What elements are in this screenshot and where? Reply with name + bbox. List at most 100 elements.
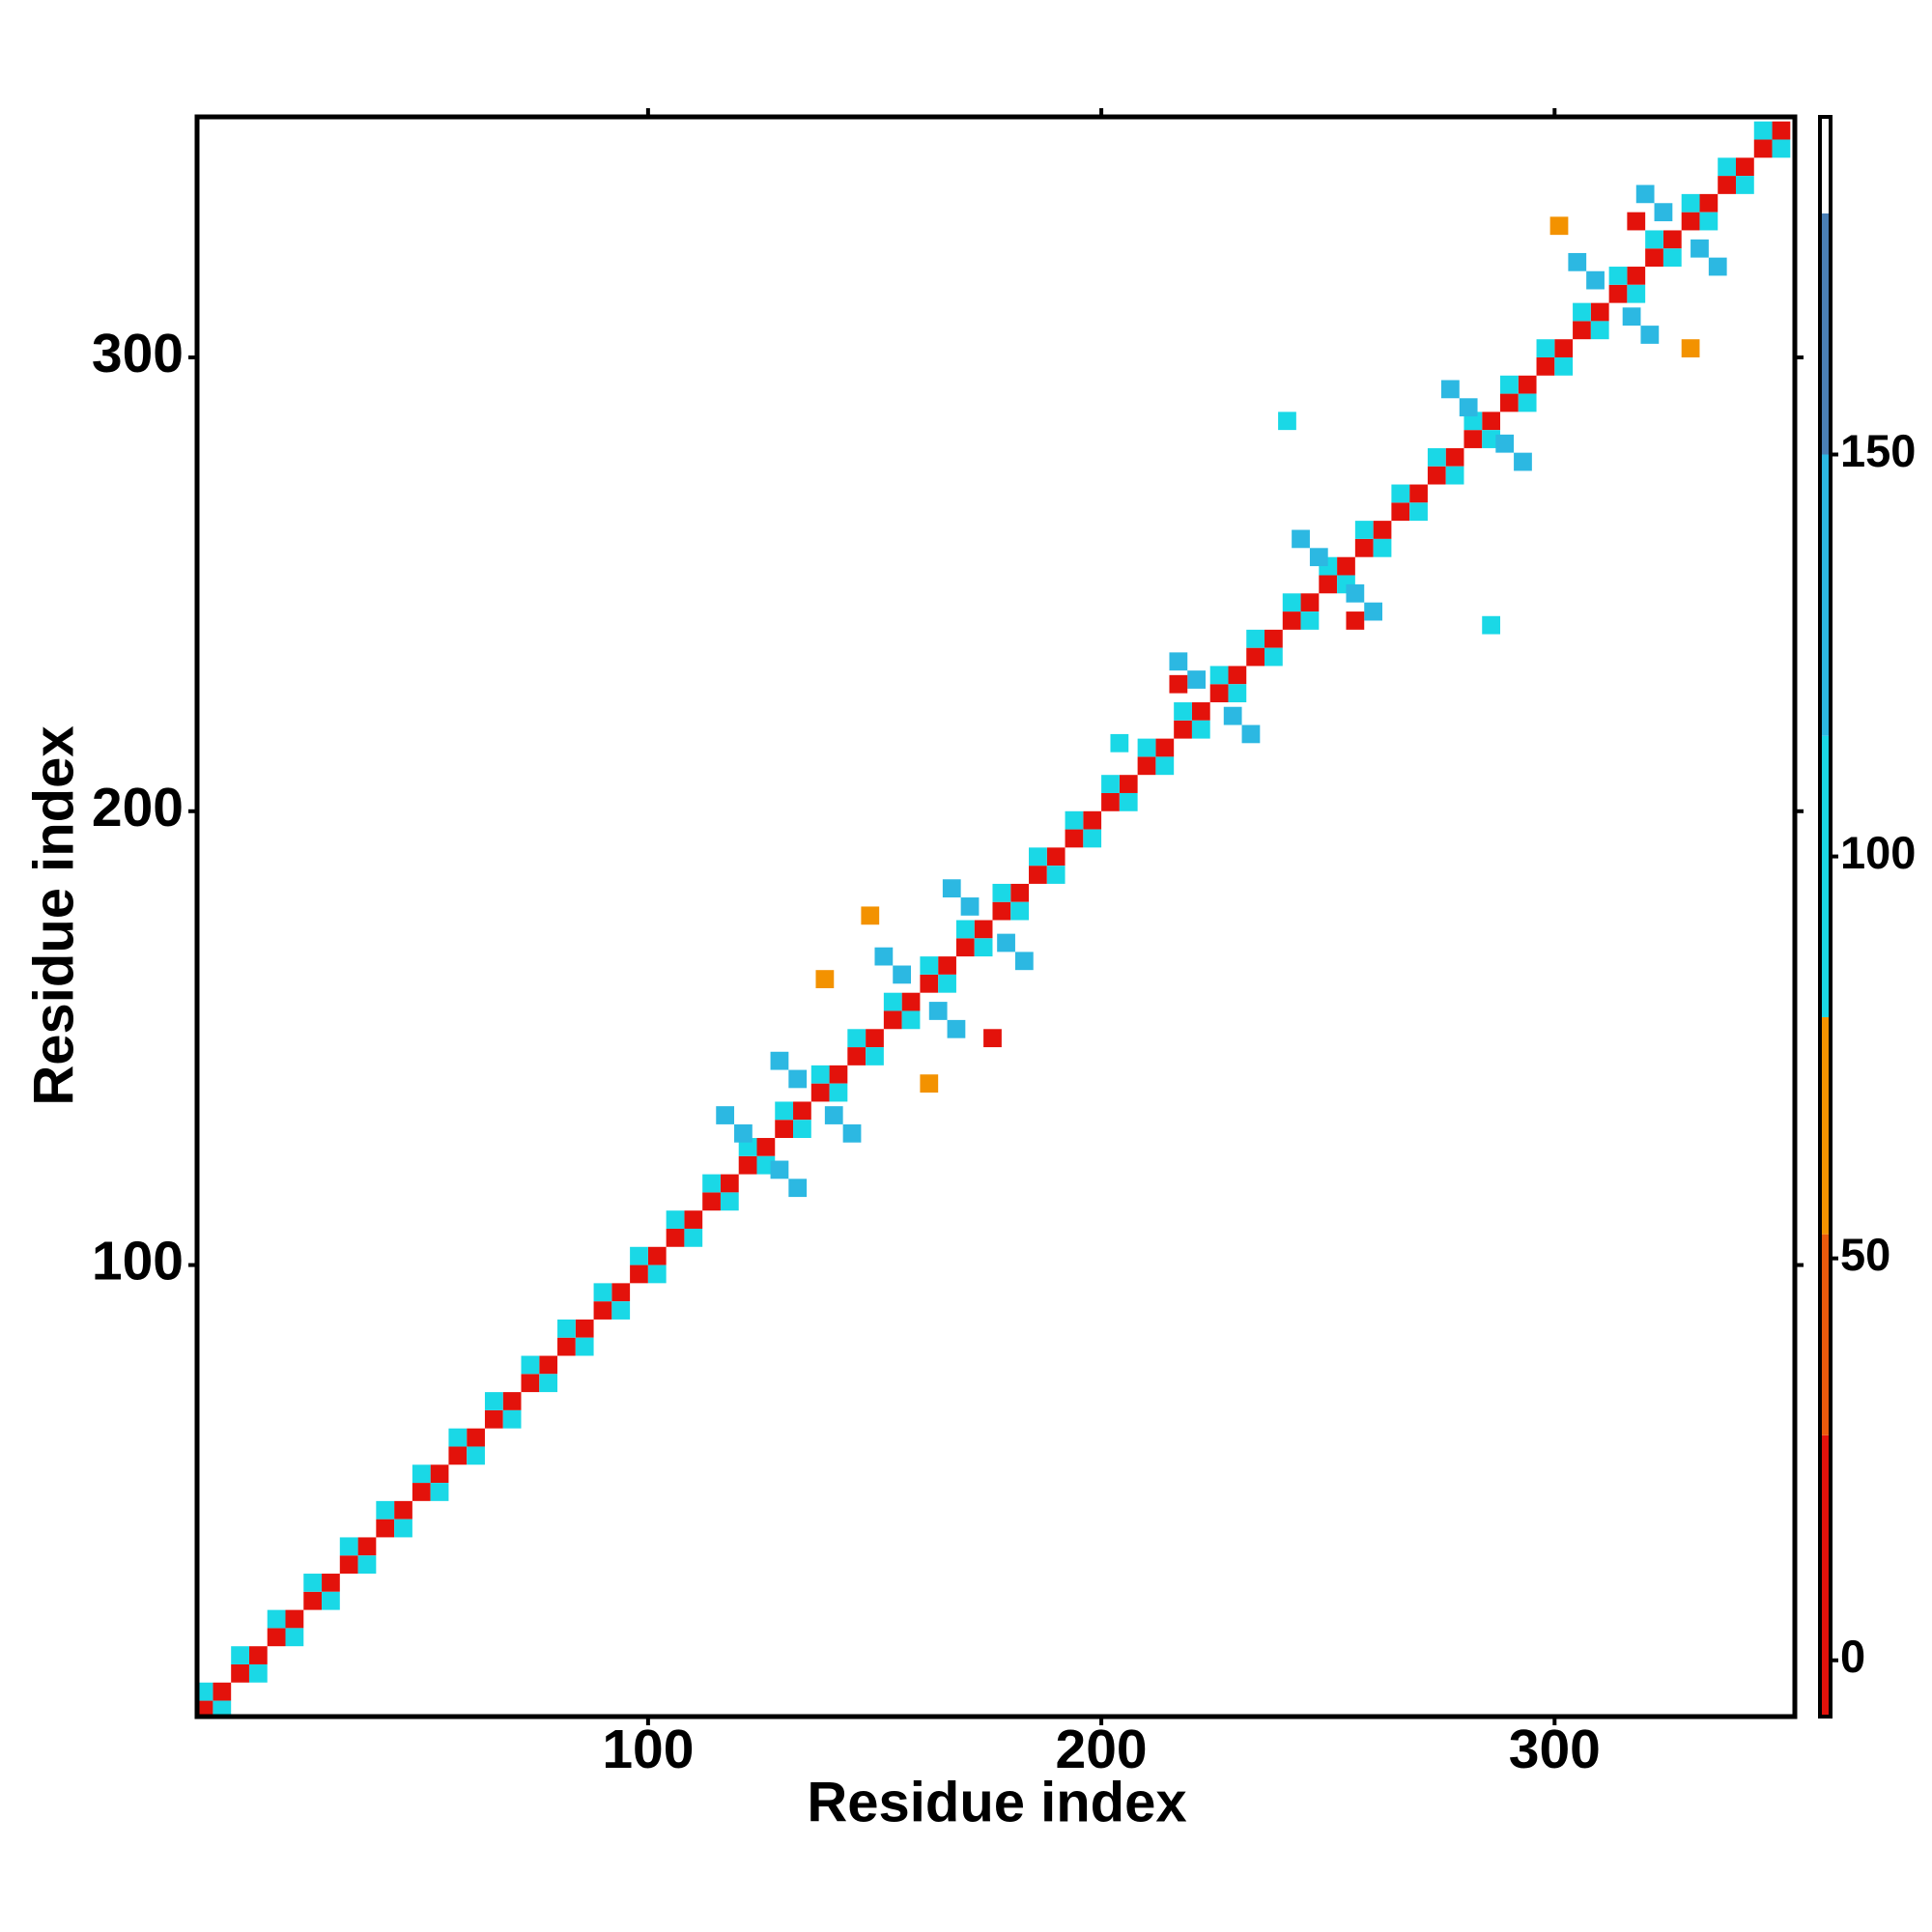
heatmap-cell [1536,339,1555,357]
heatmap-cell [756,1138,776,1156]
heatmap-cell [1010,901,1030,921]
heatmap-cell [1772,139,1791,158]
heatmap-cell [1573,302,1591,322]
heatmap-cell [702,1174,721,1193]
heatmap-cell [1699,193,1719,213]
heatmap-cell [666,1228,685,1247]
heatmap-cell [1391,502,1410,522]
heatmap-cell [788,1179,808,1198]
heatmap-cell [1514,452,1532,471]
heatmap-cell [893,965,912,984]
heatmap-cell [770,1160,789,1179]
heatmap-cell [1264,647,1283,667]
heatmap-cell [992,883,1011,902]
heatmap-cell [1662,230,1682,249]
heatmap-cell [1640,326,1660,344]
colorbar-segment [1820,454,1831,736]
colorbar-segment [1820,735,1831,1018]
heatmap-cell [1518,375,1537,394]
heatmap-cell [1445,447,1464,467]
heatmap-cell [861,906,880,925]
heatmap-cell [829,1065,848,1084]
heatmap-cell [647,1264,667,1284]
colorbar-segment [1820,117,1831,213]
heatmap-cell [1282,593,1301,612]
heatmap-cell [1608,284,1628,303]
heatmap-cell [1228,684,1247,703]
heatmap-cell [1536,356,1555,376]
heatmap-cell [267,1609,286,1629]
heatmap-cell [1169,652,1188,671]
y-axis-title: Residue index [22,725,85,1105]
heatmap-cell [267,1628,286,1647]
colorbar-segment [1820,1017,1831,1235]
heatmap-cell [285,1609,304,1629]
heatmap-cell [738,1155,757,1175]
heatmap-cell [1753,121,1773,140]
heatmap-cell [521,1355,540,1375]
heatmap-cell [1228,666,1247,685]
heatmap-cell [357,1555,377,1575]
heatmap-cell [1718,157,1737,177]
heatmap-cell [938,974,956,993]
heatmap-cell [1119,792,1138,811]
heatmap-cell [1654,203,1673,222]
heatmap-cell [484,1392,503,1410]
heatmap-cell [847,1029,867,1048]
heatmap-cell [770,1051,789,1070]
heatmap-cell [448,1446,468,1465]
heatmap-cell [824,1106,843,1124]
heatmap-cell [1209,684,1229,703]
heatmap-cell [430,1483,449,1501]
heatmap-cell [611,1301,631,1320]
heatmap-cell [1354,538,1374,557]
heatmap-cell [1622,307,1641,327]
heatmap-cell [815,970,835,988]
colorbar-tick-label: 100 [1840,827,1916,878]
heatmap-cell [1187,670,1207,689]
heatmap-cell [666,1210,685,1229]
heatmap-cell [788,1069,808,1089]
colorbar-tick-label: 150 [1840,425,1916,476]
heatmap-cell [960,897,980,916]
heatmap-cell [793,1101,811,1121]
heatmap-cell [1586,270,1605,290]
heatmap-cell [575,1319,594,1338]
y-tick-label: 300 [92,323,184,384]
heatmap-cell [1246,647,1265,667]
heatmap-cell [775,1120,794,1139]
colorbar-segment [1820,1234,1831,1435]
heatmap-cell [539,1355,558,1375]
heatmap-cell [992,901,1011,921]
heatmap-cell [1662,248,1682,268]
heatmap-cell [883,992,902,1011]
heatmap-cell [467,1428,485,1447]
heatmap-cell [213,1682,232,1701]
heatmap-cell [1373,521,1392,539]
heatmap-cell [1364,602,1383,621]
heatmap-cell [920,956,939,975]
heatmap-cell [248,1663,268,1683]
colorbar-frame [1818,115,1833,1719]
heatmap-cell [955,938,975,957]
heatmap-cell [1690,239,1709,258]
heatmap-cell [1427,466,1446,485]
heatmap-cell [1155,756,1175,776]
heatmap-cell [467,1446,485,1465]
heatmap-cell [974,920,993,939]
heatmap-cell [1110,733,1129,753]
heatmap-cell [1681,339,1700,357]
heatmap-cell [1155,738,1175,757]
heatmap [197,121,1791,1717]
heatmap-cell [1292,529,1310,549]
heatmap-cell [1608,267,1628,285]
heatmap-cell [829,1083,848,1102]
heatmap-cell [920,1074,939,1094]
heatmap-cell [1346,611,1365,630]
heatmap-cell [1029,847,1047,867]
heatmap-cell [1554,339,1574,357]
heatmap-cell [901,992,921,1011]
heatmap-cell [942,879,961,898]
heatmap-cell [1409,502,1428,522]
heatmap-cell [1241,724,1261,744]
